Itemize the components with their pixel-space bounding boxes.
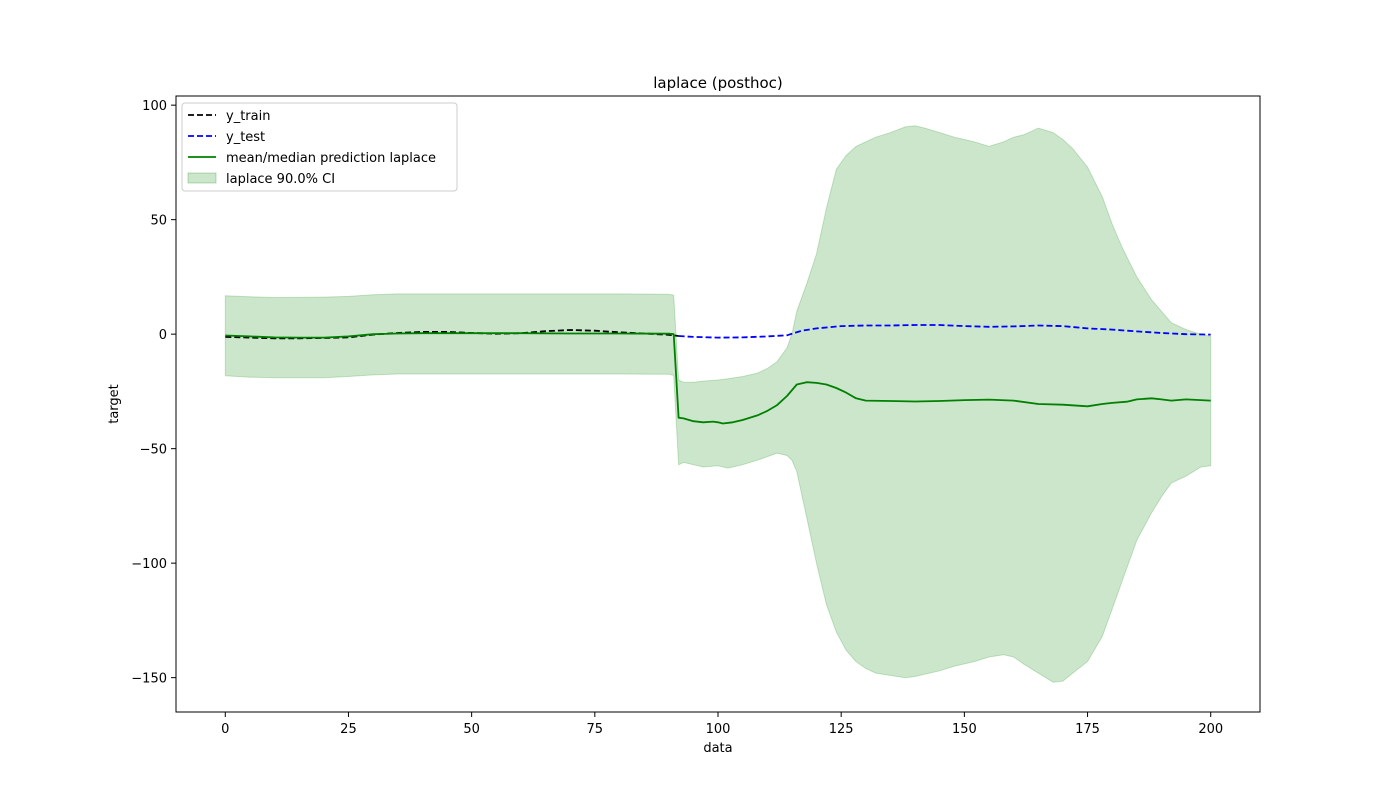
legend: y_train y_test mean/median prediction lapl… — [181, 102, 458, 192]
legend-swatch — [187, 172, 217, 184]
series-layer — [225, 324, 1211, 425]
y-tick-label: 100 — [142, 99, 167, 114]
x-tick-label: 175 — [1075, 722, 1100, 737]
y-tick-label: −50 — [140, 443, 167, 458]
legend-label: mean/median prediction laplace — [226, 151, 436, 166]
y-axis-label: target — [107, 384, 122, 424]
y-tick-label: −100 — [131, 557, 167, 572]
legend-label: laplace 90.0% CI — [226, 172, 335, 187]
x-tick-label: 200 — [1198, 722, 1223, 737]
x-tick-label: 0 — [221, 722, 229, 737]
y-tick-label: 50 — [150, 214, 167, 229]
x-tick-label: 100 — [706, 722, 731, 737]
legend-label: y_test — [226, 130, 265, 145]
legend-box — [181, 102, 458, 192]
x-axis-ticks: 0 25 50 75 100 125 150 175 200 — [221, 712, 1223, 737]
chart-title: laplace (posthoc) — [653, 74, 783, 92]
x-tick-label: 125 — [829, 722, 854, 737]
x-tick-label: 75 — [587, 722, 604, 737]
ci-band — [224, 125, 1212, 683]
x-tick-label: 25 — [340, 722, 357, 737]
y-tick-label: −150 — [131, 672, 167, 687]
x-tick-label: 50 — [463, 722, 480, 737]
ci-band-layer — [224, 125, 1212, 683]
y-tick-label: 0 — [159, 328, 167, 343]
x-axis-label: data — [703, 741, 732, 756]
series-line-mean — [225, 332, 1211, 425]
y-axis-ticks: −150 −100 −50 0 50 100 — [131, 99, 176, 687]
series-line-test — [678, 324, 1211, 339]
legend-label: y_train — [226, 109, 270, 124]
x-tick-label: 150 — [952, 722, 977, 737]
